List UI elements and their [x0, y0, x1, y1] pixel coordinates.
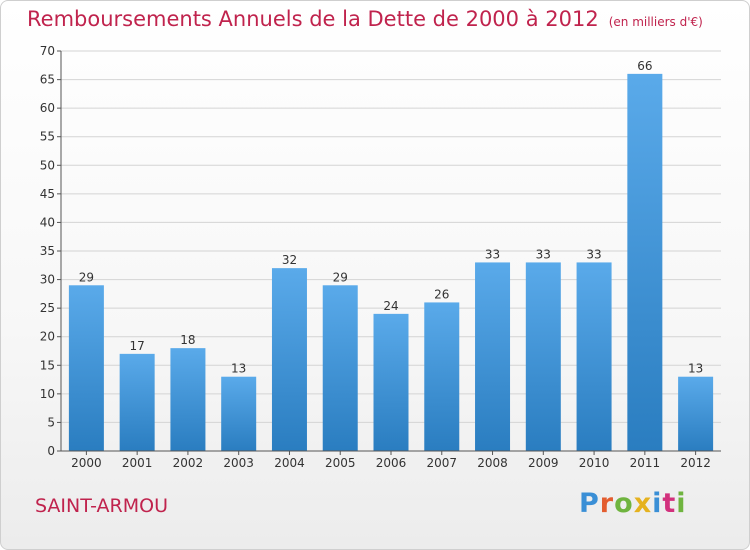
- value-label-2000: 29: [79, 270, 94, 284]
- value-label-2012: 13: [688, 362, 703, 376]
- logo-letter: t: [662, 488, 677, 519]
- value-label-2010: 33: [586, 247, 601, 261]
- logo-letter: i: [652, 488, 663, 519]
- y-tick-label: 65: [40, 73, 55, 87]
- bar-2007: [424, 302, 460, 451]
- x-tick-label-2004: 2004: [274, 456, 305, 470]
- logo-letter: P: [579, 488, 600, 519]
- title-text: Remboursements Annuels de la Dette de 20…: [27, 7, 599, 31]
- x-tick-label-2000: 2000: [71, 456, 102, 470]
- x-tick-label-2008: 2008: [477, 456, 508, 470]
- value-label-2008: 33: [485, 247, 500, 261]
- bar-2006: [373, 313, 409, 451]
- x-tick-label-2010: 2010: [579, 456, 610, 470]
- y-tick-label: 0: [47, 444, 55, 458]
- bar-2002: [170, 348, 206, 451]
- y-tick-label: 30: [40, 273, 55, 287]
- value-label-2009: 33: [536, 247, 551, 261]
- bar-2000: [68, 285, 104, 451]
- y-tick-label: 10: [40, 387, 55, 401]
- title-unit: (en milliers d'€): [608, 15, 703, 29]
- x-tick-label-2003: 2003: [223, 456, 254, 470]
- bar-2011: [627, 73, 663, 451]
- bar-2001: [119, 353, 155, 451]
- value-label-2006: 24: [383, 299, 398, 313]
- value-label-2004: 32: [282, 253, 297, 267]
- value-label-2007: 26: [434, 287, 449, 301]
- x-tick-label-2001: 2001: [122, 456, 153, 470]
- value-label-2005: 29: [333, 270, 348, 284]
- bar-2005: [322, 285, 358, 451]
- y-tick-label: 55: [40, 130, 55, 144]
- y-tick-label: 50: [40, 158, 55, 172]
- logo-letter: r: [599, 488, 615, 519]
- y-tick-label: 70: [40, 44, 55, 58]
- x-tick-label-2012: 2012: [680, 456, 711, 470]
- y-tick-label: 40: [40, 215, 55, 229]
- x-tick-label-2007: 2007: [426, 456, 457, 470]
- proxiti-logo: Proxiti: [579, 488, 687, 519]
- x-tick-label-2005: 2005: [325, 456, 356, 470]
- bar-2003: [221, 376, 257, 451]
- value-label-2003: 13: [231, 362, 246, 376]
- y-tick-label: 5: [47, 415, 55, 429]
- chart-title: Remboursements Annuels de la Dette de 20…: [27, 7, 703, 31]
- bar-2009: [525, 262, 561, 451]
- bar-2008: [475, 262, 511, 451]
- commune-name: SAINT-ARMOU: [35, 495, 168, 517]
- value-label-2001: 17: [130, 339, 145, 353]
- logo-letter: o: [614, 488, 634, 519]
- y-tick-label: 35: [40, 244, 55, 258]
- bar-2004: [271, 268, 307, 451]
- x-tick-label-2006: 2006: [376, 456, 407, 470]
- bar-2010: [576, 262, 612, 451]
- y-tick-label: 20: [40, 330, 55, 344]
- y-tick-label: 60: [40, 101, 55, 115]
- logo-letter: i: [676, 488, 687, 519]
- value-label-2011: 66: [637, 59, 652, 73]
- x-tick-label-2002: 2002: [173, 456, 204, 470]
- value-label-2002: 18: [180, 333, 195, 347]
- x-tick-label-2011: 2011: [630, 456, 661, 470]
- y-tick-label: 25: [40, 301, 55, 315]
- x-tick-label-2009: 2009: [528, 456, 559, 470]
- bar-2012: [678, 376, 714, 451]
- y-tick-label: 45: [40, 187, 55, 201]
- y-tick-label: 15: [40, 358, 55, 372]
- logo-letter: x: [633, 488, 653, 519]
